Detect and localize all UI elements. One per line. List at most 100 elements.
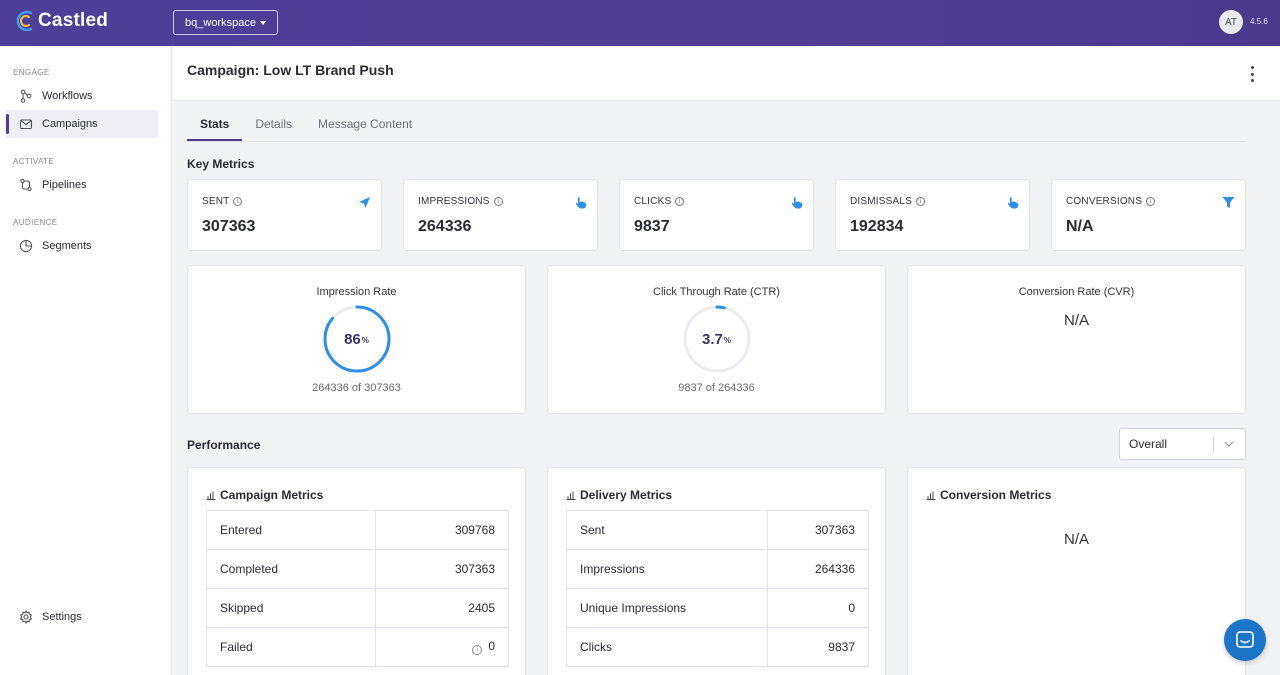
tab-message-content[interactable]: Message Content xyxy=(318,117,413,131)
rate-card-cvr: Conversion Rate (CVR) N/A xyxy=(907,265,1246,414)
kpi-value: N/A xyxy=(1066,218,1094,235)
gauge-number: 3.7 xyxy=(702,330,723,348)
tabs-divider xyxy=(187,141,1245,142)
sidebar-item-label: Pipelines xyxy=(42,179,87,191)
gauge-ring xyxy=(323,305,390,373)
kpi-label: DISMISSALS i xyxy=(850,196,926,207)
ctr-gauge: 3.7% xyxy=(682,304,752,374)
section-label-activate: ACTIVATE xyxy=(13,157,55,166)
kpi-card-conversions: CONVERSIONS i N/A xyxy=(1051,179,1246,251)
hand-pointer-icon xyxy=(791,197,802,209)
row-label: Entered xyxy=(206,510,376,550)
card-title: Delivery Metrics xyxy=(566,488,672,502)
kpi-value: 307363 xyxy=(202,218,256,235)
rate-title: Conversion Rate (CVR) xyxy=(1018,286,1135,298)
kpi-value: 264336 xyxy=(418,218,472,235)
kpi-label-text: CONVERSIONS xyxy=(1066,196,1143,207)
gauge-value: 3.7% xyxy=(682,304,752,374)
gear-icon xyxy=(19,610,33,624)
sidebar-item-campaigns[interactable]: Campaigns xyxy=(6,110,158,138)
sidebar-item-pipelines[interactable]: Pipelines xyxy=(6,171,158,199)
info-icon[interactable]: i xyxy=(675,197,685,206)
page-title: Campaign: Low LT Brand Push xyxy=(187,62,394,78)
send-icon xyxy=(359,197,370,208)
chevron-down-icon xyxy=(1224,441,1234,447)
sidebar-item-workflows[interactable]: Workflows xyxy=(6,82,158,110)
info-icon[interactable]: i xyxy=(472,644,483,655)
logo[interactable]: Castled xyxy=(14,9,108,33)
key-metrics-title: Key Metrics xyxy=(187,157,255,171)
gauge-value: 86% xyxy=(322,304,392,374)
sidebar-item-label: Segments xyxy=(42,240,92,252)
gauge-number: 86 xyxy=(344,330,361,348)
kpi-label-text: IMPRESSIONS xyxy=(418,196,490,207)
rate-title: Click Through Rate (CTR) xyxy=(653,286,780,298)
tab-stats[interactable]: Stats xyxy=(187,114,243,141)
kpi-label: CLICKS i xyxy=(634,196,685,207)
table-row: Clicks 9837 xyxy=(566,627,870,667)
tab-details[interactable]: Details xyxy=(255,117,293,131)
castled-logo-icon xyxy=(16,10,33,32)
row-value: 9837 xyxy=(766,627,870,667)
gauge-ring xyxy=(683,305,750,373)
sidebar-item-settings[interactable]: Settings xyxy=(6,603,158,631)
delivery-metrics-card: Delivery Metrics Sent 307363 Impressions 2… xyxy=(547,467,886,675)
table-row: Sent 307363 xyxy=(566,510,870,550)
chat-icon xyxy=(1236,631,1254,648)
workflow-icon xyxy=(20,89,32,103)
select-value: Overall xyxy=(1129,437,1168,451)
info-icon[interactable]: i xyxy=(916,197,926,206)
info-icon[interactable]: i xyxy=(493,197,503,206)
card-title-text: Delivery Metrics xyxy=(580,488,673,502)
card-title: Conversion Metrics xyxy=(926,488,1051,502)
sidebar-item-label: Campaigns xyxy=(42,118,98,130)
kpi-label: CONVERSIONS i xyxy=(1066,196,1156,207)
conversion-metrics-card: Conversion Metrics N/A xyxy=(907,467,1246,675)
campaign-metrics-table: Entered 309768 Completed 307363 Skipped 240… xyxy=(206,510,510,667)
table-row: Failed i 0 xyxy=(206,627,510,667)
sidebar: ENGAGE Workflows Campaigns ACTIVATE Pipe… xyxy=(0,46,172,675)
workspace-dropdown[interactable]: bq_workspace xyxy=(173,10,278,35)
row-value: 309768 xyxy=(374,510,510,550)
performance-filter-select[interactable]: Overall xyxy=(1119,428,1246,460)
row-label: Skipped xyxy=(206,588,376,628)
row-value: 307363 xyxy=(766,510,870,550)
card-title: Campaign Metrics xyxy=(206,488,323,502)
card-title-text: Conversion Metrics xyxy=(940,488,1052,502)
gauge-unit: % xyxy=(723,335,731,345)
kpi-label-text: CLICKS xyxy=(634,196,672,207)
main-content: Campaign: Low LT Brand Push Stats Detail… xyxy=(173,46,1280,675)
rate-subtitle: 9837 of 264336 xyxy=(678,382,755,394)
table-row: Completed 307363 xyxy=(206,549,510,589)
row-label: Completed xyxy=(206,549,376,589)
row-label: Clicks xyxy=(566,627,768,667)
gauge-arc xyxy=(323,305,390,373)
kpi-card-impressions: IMPRESSIONS i 264336 xyxy=(403,179,598,251)
info-icon[interactable]: i xyxy=(233,197,243,206)
avatar[interactable]: AT xyxy=(1219,10,1243,34)
info-icon[interactable]: i xyxy=(1146,197,1156,206)
bar-chart-icon xyxy=(206,491,216,500)
envelope-icon xyxy=(19,119,33,130)
rate-title: Impression Rate xyxy=(316,286,397,298)
kpi-card-clicks: CLICKS i 9837 xyxy=(619,179,814,251)
hand-pointer-icon xyxy=(575,197,586,209)
rate-value-na: N/A xyxy=(1063,312,1089,329)
row-value: 264336 xyxy=(766,549,870,589)
table-row: Unique Impressions 0 xyxy=(566,588,870,628)
app-name: Castled xyxy=(38,10,109,31)
kpi-label: IMPRESSIONS i xyxy=(418,196,503,207)
chat-button[interactable] xyxy=(1224,619,1266,661)
section-label-engage: ENGAGE xyxy=(13,68,50,77)
sidebar-item-segments[interactable]: Segments xyxy=(6,232,158,260)
row-label: Unique Impressions xyxy=(566,588,768,628)
more-options-icon[interactable] xyxy=(1247,66,1257,82)
sidebar-item-label: Workflows xyxy=(42,90,93,102)
campaign-metrics-card: Campaign Metrics Entered 309768 Completed… xyxy=(187,467,526,675)
top-bar: Castled bq_workspace AT 4.5.6 xyxy=(0,0,1280,46)
app-version: 4.5.6 xyxy=(1250,17,1268,26)
hand-pointer-icon xyxy=(1007,197,1018,209)
sidebar-item-label: Settings xyxy=(42,611,82,623)
kpi-value: 192834 xyxy=(850,218,904,235)
